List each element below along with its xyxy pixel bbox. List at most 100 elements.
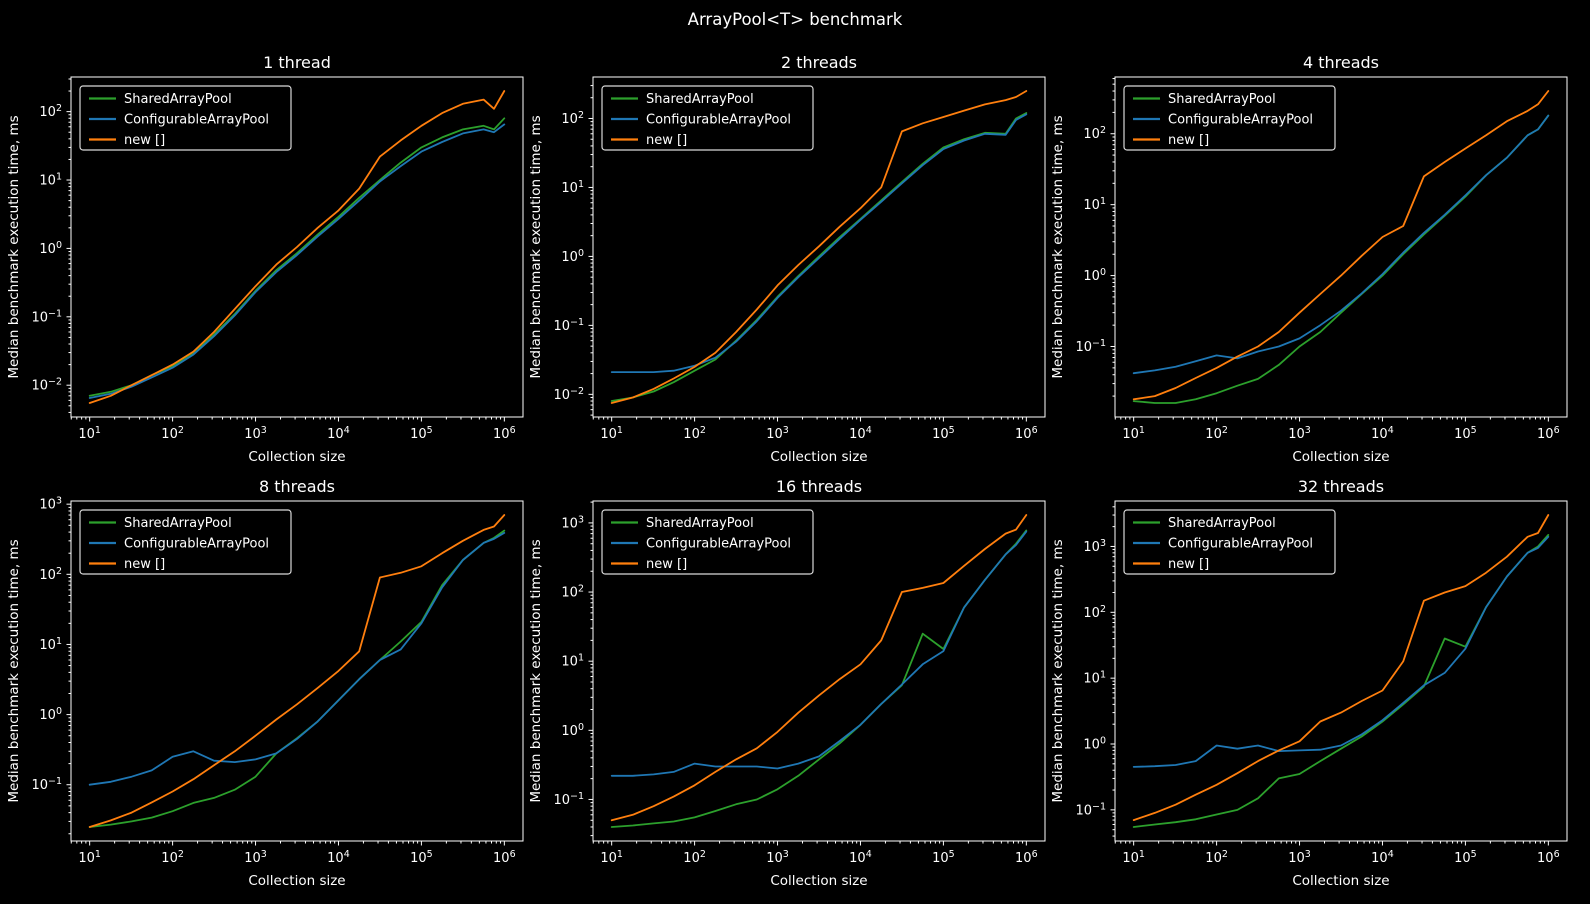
y-tick-label: 101: [561, 179, 584, 196]
x-tick-label: 105: [410, 849, 433, 866]
x-tick-label: 105: [932, 425, 955, 442]
series-line-configurablearraypool: [88, 123, 506, 399]
y-tick-label: 103: [39, 496, 62, 513]
subplots-group: 101 102 103 104 105 106 10−2 10−1 100 101 102 1 thr…: [6, 53, 1568, 889]
series-line-sharedarraypool: [610, 529, 1028, 828]
y-axis-label: Median benchmark execution time, ms: [1050, 539, 1066, 802]
x-axis-label: Collection size: [770, 449, 867, 465]
ticks: [1110, 506, 1549, 846]
y-tick-label: 103: [1083, 538, 1106, 555]
x-tick-label: 103: [766, 849, 789, 866]
y-tick-label: 10−1: [31, 776, 62, 793]
legend-box: [1123, 85, 1336, 151]
x-tick-label: 103: [244, 425, 267, 442]
x-tick-label: 101: [78, 425, 101, 442]
x-tick-label: 104: [327, 849, 350, 866]
series-line-sharedarraypool: [88, 117, 506, 397]
x-tick-label: 102: [161, 425, 184, 442]
series-line-configurablearraypool: [610, 113, 1028, 374]
x-tick-label: 102: [683, 849, 706, 866]
legend-box: [601, 85, 814, 151]
x-tick-label: 101: [600, 425, 623, 442]
y-tick-label: 101: [1083, 196, 1106, 213]
x-tick-label: 103: [1288, 425, 1311, 442]
subplot-title: 1 thread: [263, 53, 331, 72]
x-tick-label: 106: [1015, 425, 1038, 442]
y-tick-label: 101: [561, 653, 584, 670]
legend-label-sharedarraypool: SharedArrayPool: [1168, 92, 1276, 107]
legend-label-configurablearraypool: ConfigurableArrayPool: [124, 113, 269, 128]
legend-label-new: new []: [646, 133, 687, 148]
x-tick-label: 104: [1371, 425, 1394, 442]
y-tick-label: 102: [1083, 125, 1106, 142]
series-line-new: [610, 90, 1028, 404]
x-tick-label: 101: [78, 849, 101, 866]
legend-label-configurablearraypool: ConfigurableArrayPool: [1168, 537, 1313, 552]
legend-label-configurablearraypool: ConfigurableArrayPool: [646, 537, 791, 552]
axes-frame: [592, 500, 1046, 842]
legend-label-configurablearraypool: ConfigurableArrayPool: [124, 537, 269, 552]
subplot-16-threads: 101 102 103 104 105 106 10−1 100 101 102 103 16 thr…: [528, 477, 1046, 889]
x-tick-label: 105: [932, 849, 955, 866]
x-tick-label: 102: [1205, 849, 1228, 866]
x-tick-label: 102: [1205, 425, 1228, 442]
y-tick-label: 100: [1083, 736, 1106, 753]
legend-label-new: new []: [124, 133, 165, 148]
x-tick-label: 104: [1371, 849, 1394, 866]
y-tick-label: 10−1: [553, 317, 584, 334]
series-line-sharedarraypool: [610, 112, 1028, 402]
legend-label-sharedarraypool: SharedArrayPool: [124, 92, 232, 107]
series-line-configurablearraypool: [1132, 535, 1550, 768]
legend: SharedArrayPool ConfigurableArrayPool new …: [1123, 509, 1336, 575]
x-tick-label: 105: [410, 425, 433, 442]
legend-label-new: new []: [1168, 557, 1209, 572]
y-tick-label: 10−1: [1075, 338, 1106, 355]
y-tick-label: 103: [561, 514, 584, 531]
y-tick-label: 10−1: [553, 791, 584, 808]
axes-frame: [1114, 76, 1568, 418]
ticks: [66, 78, 505, 422]
x-tick-label: 104: [327, 425, 350, 442]
y-tick-label: 101: [39, 172, 62, 189]
y-tick-label: 100: [39, 240, 62, 257]
x-tick-label: 105: [1454, 849, 1477, 866]
legend-label-configurablearraypool: ConfigurableArrayPool: [646, 113, 791, 128]
legend: SharedArrayPool ConfigurableArrayPool new …: [79, 509, 292, 575]
subplot-4-threads: 101 102 103 104 105 106 10−1 100 101 102 4 threads…: [1050, 53, 1568, 465]
subplot-8-threads: 101 102 103 104 105 106 10−1 100 101 102 103 8 thre…: [6, 477, 524, 889]
y-tick-label: 102: [561, 584, 584, 601]
ticks: [1110, 78, 1549, 422]
x-axis-label: Collection size: [248, 873, 345, 889]
x-tick-label: 101: [1122, 849, 1145, 866]
y-tick-label: 100: [1083, 267, 1106, 284]
x-tick-label: 101: [1122, 425, 1145, 442]
subplot-1-thread: 101 102 103 104 105 106 10−2 10−1 100 101 102 1 thr…: [6, 53, 524, 465]
legend-box: [79, 509, 292, 575]
subplot-title: 2 threads: [781, 53, 857, 72]
legend: SharedArrayPool ConfigurableArrayPool new …: [601, 509, 814, 575]
x-tick-label: 103: [244, 849, 267, 866]
legend-label-configurablearraypool: ConfigurableArrayPool: [1168, 113, 1313, 128]
y-tick-label: 101: [39, 636, 62, 653]
y-tick-label: 101: [1083, 670, 1106, 687]
y-axis-label: Median benchmark execution time, ms: [1050, 115, 1066, 378]
series-line-new: [1132, 514, 1550, 821]
x-tick-label: 104: [849, 849, 872, 866]
y-tick-label: 100: [39, 706, 62, 723]
legend-label-new: new []: [646, 557, 687, 572]
x-tick-label: 101: [600, 849, 623, 866]
axes-frame: [1114, 500, 1568, 842]
subplot-title: 16 threads: [776, 477, 862, 496]
series-line-sharedarraypool: [1132, 114, 1550, 404]
series-line-new: [88, 514, 506, 828]
legend-box: [601, 509, 814, 575]
series-line-new: [1132, 90, 1550, 401]
legend: SharedArrayPool ConfigurableArrayPool new …: [79, 85, 292, 151]
ticks: [66, 503, 505, 846]
y-tick-label: 10−2: [31, 377, 62, 394]
x-tick-label: 106: [1537, 849, 1560, 866]
y-tick-label: 102: [39, 103, 62, 120]
legend-label-sharedarraypool: SharedArrayPool: [1168, 516, 1276, 531]
